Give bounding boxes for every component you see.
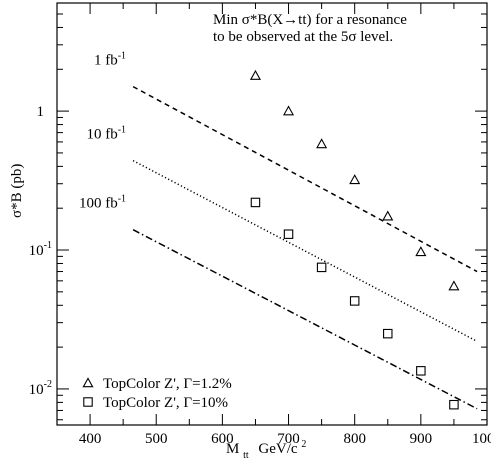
square-point (416, 366, 426, 376)
triangle-point (283, 105, 295, 116)
x-tick-label: 1000 (472, 431, 491, 447)
y-axis-label: σ*B (pb) (9, 164, 25, 218)
y-tick-label: 10-2 (29, 379, 52, 398)
x-tick-labels: 400 500 600 700 800 900 1000 (79, 431, 491, 447)
triangle-point (249, 69, 261, 80)
triangle-point (316, 138, 328, 149)
x-axis-label-units: GeV/c (258, 441, 297, 457)
x-axis-label-main: M (226, 441, 239, 457)
x-tick-label: 600 (211, 431, 234, 447)
line-2 (132, 159, 478, 343)
y-tick-label: 10-1 (29, 240, 52, 259)
plot-frame (56, 2, 488, 426)
data-markers (249, 69, 460, 410)
legend-label-2: TopColor Z', Γ=10% (103, 395, 228, 411)
square-point (316, 262, 327, 273)
x-tick-label: 700 (277, 431, 300, 447)
triangle-point (382, 210, 394, 221)
x-tick-label: 900 (410, 431, 433, 447)
triangle-point (448, 280, 460, 291)
svg-text:M tt GeV/c 2: M tt GeV/c 2 (226, 439, 306, 462)
square-point (449, 399, 459, 410)
line-labels: 1 fb-1 10 fb-1 100 fb-1 (79, 51, 126, 212)
line-label-2: 10 fb-1 (86, 125, 126, 143)
triangle-point (415, 246, 427, 257)
square-point (250, 197, 261, 208)
chart-title-line-1: Min σ*B(X→tt) for a resonance (213, 12, 407, 28)
legend-triangle-marker (82, 377, 94, 388)
x-axis-label-sub: tt (243, 450, 249, 461)
square-point (283, 229, 294, 239)
line-label-3: 100 fb-1 (79, 194, 126, 212)
triangle-point (349, 174, 361, 185)
legend-label-1: TopColor Z', Γ=1.2% (103, 376, 232, 392)
line-3 (132, 229, 478, 410)
x-tick-label: 400 (79, 431, 102, 447)
legend: TopColor Z', Γ=1.2% TopColor Z', Γ=10% (82, 376, 232, 411)
axis-ticks (56, 2, 488, 425)
y-tick-labels: 10-2 10-1 1 (29, 104, 52, 398)
square-point (349, 296, 360, 306)
x-axis-label: M tt GeV/c 2 (226, 439, 306, 462)
legend-square-marker (83, 397, 93, 407)
line-label-1: 1 fb-1 (94, 51, 126, 69)
chart-title-line-2: to be observed at the 5σ level. (213, 29, 393, 45)
x-tick-label: 800 (343, 431, 366, 447)
y-tick-label: 1 (37, 104, 45, 120)
sensitivity-lines (132, 85, 478, 410)
x-tick-label: 500 (145, 431, 168, 447)
x-axis-label-units-sup: 2 (301, 439, 306, 450)
line-1 (132, 85, 478, 273)
square-point (383, 328, 393, 339)
